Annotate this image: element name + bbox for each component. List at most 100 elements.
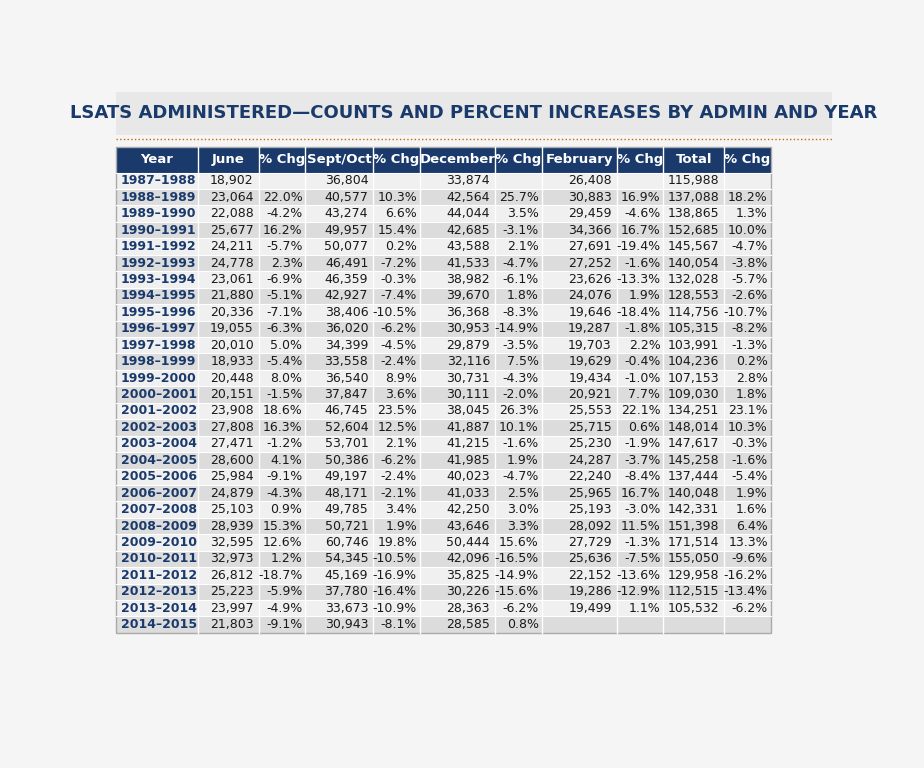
Text: 50,386: 50,386 — [324, 454, 369, 467]
Text: -7.5%: -7.5% — [624, 552, 661, 565]
Text: 27,729: 27,729 — [568, 536, 612, 549]
Text: 25,984: 25,984 — [210, 470, 254, 483]
Text: -4.6%: -4.6% — [625, 207, 661, 220]
Text: 18.6%: 18.6% — [262, 405, 302, 418]
Text: 132,028: 132,028 — [668, 273, 719, 286]
Text: 30,943: 30,943 — [324, 618, 369, 631]
Text: 0.6%: 0.6% — [628, 421, 661, 434]
Text: 52,604: 52,604 — [324, 421, 369, 434]
Text: 25,965: 25,965 — [568, 487, 612, 500]
Text: 1.3%: 1.3% — [736, 207, 768, 220]
Text: 129,958: 129,958 — [668, 569, 719, 582]
Text: 25,636: 25,636 — [568, 552, 612, 565]
Text: -8.1%: -8.1% — [381, 618, 417, 631]
Text: -10.5%: -10.5% — [372, 306, 417, 319]
Text: 42,927: 42,927 — [324, 290, 369, 303]
Text: 10.3%: 10.3% — [377, 190, 417, 204]
Text: 3.0%: 3.0% — [507, 503, 539, 516]
Text: Total: Total — [675, 153, 712, 166]
Text: 1.9%: 1.9% — [628, 290, 661, 303]
Text: 29,879: 29,879 — [446, 339, 490, 352]
Text: 2004–2005: 2004–2005 — [120, 454, 197, 467]
Text: 7.7%: 7.7% — [628, 388, 661, 401]
Text: -1.6%: -1.6% — [625, 257, 661, 270]
Text: 54,345: 54,345 — [324, 552, 369, 565]
Text: 24,211: 24,211 — [211, 240, 254, 253]
Text: 16.7%: 16.7% — [621, 223, 661, 237]
Text: 8.0%: 8.0% — [271, 372, 302, 385]
Text: 16.7%: 16.7% — [621, 487, 661, 500]
Bar — [116, 617, 771, 633]
Text: 2014–2015: 2014–2015 — [120, 618, 197, 631]
Text: 2012–2013: 2012–2013 — [120, 585, 197, 598]
Text: 27,808: 27,808 — [210, 421, 254, 434]
Bar — [116, 288, 771, 304]
Text: -8.4%: -8.4% — [624, 470, 661, 483]
Text: 21,880: 21,880 — [210, 290, 254, 303]
Text: 115,988: 115,988 — [667, 174, 719, 187]
Text: -5.4%: -5.4% — [732, 470, 768, 483]
Text: 23,626: 23,626 — [568, 273, 612, 286]
Text: -4.9%: -4.9% — [266, 602, 302, 614]
Text: 30,226: 30,226 — [446, 585, 490, 598]
Text: -4.7%: -4.7% — [732, 240, 768, 253]
Text: 1987–1988: 1987–1988 — [120, 174, 196, 187]
Text: 3.4%: 3.4% — [385, 503, 417, 516]
Text: 33,558: 33,558 — [324, 355, 369, 368]
Text: 19,629: 19,629 — [568, 355, 612, 368]
Text: 12.5%: 12.5% — [377, 421, 417, 434]
Text: -9.1%: -9.1% — [266, 470, 302, 483]
Text: 103,991: 103,991 — [668, 339, 719, 352]
Text: 16.2%: 16.2% — [262, 223, 302, 237]
Text: -15.6%: -15.6% — [494, 585, 539, 598]
Text: 1.9%: 1.9% — [736, 487, 768, 500]
Text: 50,077: 50,077 — [324, 240, 369, 253]
Text: 23,908: 23,908 — [210, 405, 254, 418]
Text: -1.0%: -1.0% — [624, 372, 661, 385]
Text: 2006–2007: 2006–2007 — [120, 487, 197, 500]
Text: 2.2%: 2.2% — [628, 339, 661, 352]
Text: 2008–2009: 2008–2009 — [120, 519, 197, 532]
Text: 40,023: 40,023 — [446, 470, 490, 483]
Text: 36,368: 36,368 — [446, 306, 490, 319]
Text: 43,274: 43,274 — [324, 207, 369, 220]
Text: 23,064: 23,064 — [210, 190, 254, 204]
Text: 0.9%: 0.9% — [271, 503, 302, 516]
Text: 2010–2011: 2010–2011 — [120, 552, 197, 565]
Text: -2.6%: -2.6% — [732, 290, 768, 303]
Text: 25,230: 25,230 — [568, 437, 612, 450]
Text: 46,745: 46,745 — [324, 405, 369, 418]
Text: 41,033: 41,033 — [446, 487, 490, 500]
Text: 2.3%: 2.3% — [271, 257, 302, 270]
Text: 1989–1990: 1989–1990 — [120, 207, 196, 220]
Bar — [116, 535, 771, 551]
Text: -2.4%: -2.4% — [381, 355, 417, 368]
Text: -7.4%: -7.4% — [381, 290, 417, 303]
Text: 25,553: 25,553 — [568, 405, 612, 418]
Text: 2.5%: 2.5% — [507, 487, 539, 500]
Text: 2.1%: 2.1% — [507, 240, 539, 253]
Text: 50,721: 50,721 — [324, 519, 369, 532]
Text: 26.3%: 26.3% — [499, 405, 539, 418]
Text: -5.7%: -5.7% — [266, 240, 302, 253]
Text: -1.8%: -1.8% — [624, 323, 661, 336]
Text: -18.7%: -18.7% — [258, 569, 302, 582]
Text: 22,152: 22,152 — [568, 569, 612, 582]
Text: -18.4%: -18.4% — [616, 306, 661, 319]
Text: 1.9%: 1.9% — [385, 519, 417, 532]
Text: 1997–1998: 1997–1998 — [120, 339, 196, 352]
Text: 145,258: 145,258 — [667, 454, 719, 467]
Text: 26,408: 26,408 — [568, 174, 612, 187]
Text: 30,883: 30,883 — [568, 190, 612, 204]
Bar — [116, 485, 771, 502]
Text: 5.0%: 5.0% — [271, 339, 302, 352]
Text: 20,010: 20,010 — [210, 339, 254, 352]
Text: 19,703: 19,703 — [568, 339, 612, 352]
Text: 20,151: 20,151 — [210, 388, 254, 401]
Text: -14.9%: -14.9% — [494, 569, 539, 582]
Text: 10.1%: 10.1% — [499, 421, 539, 434]
Text: 32,595: 32,595 — [210, 536, 254, 549]
Text: 44,044: 44,044 — [446, 207, 490, 220]
Bar — [116, 255, 771, 271]
Text: 41,985: 41,985 — [446, 454, 490, 467]
